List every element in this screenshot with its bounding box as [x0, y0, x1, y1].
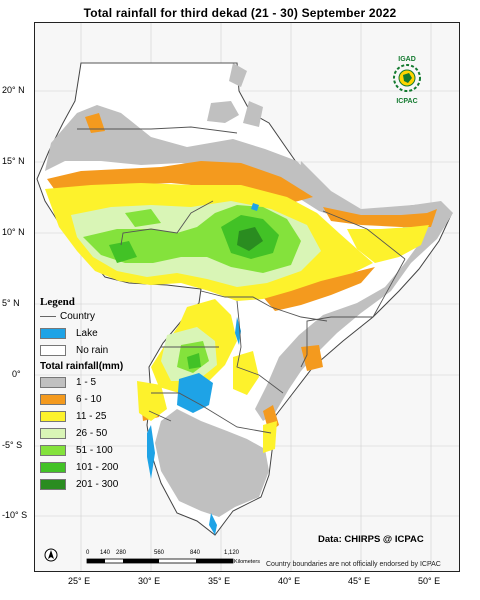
legend-no-rain: No rain — [40, 342, 190, 359]
class-swatch — [40, 428, 66, 439]
lat-label-20n: 20° N — [2, 85, 25, 95]
lon-label-30e: 30° E — [138, 576, 161, 586]
scale-unit: Kilometers — [234, 559, 260, 565]
lat-label-5n: 5° N — [2, 298, 20, 308]
disclaimer: Country boundaries are not officially en… — [266, 561, 441, 568]
legend-class: 26 - 50 — [40, 425, 190, 442]
scale-tick-label: 0 — [86, 550, 90, 556]
class-swatch — [40, 479, 66, 490]
legend-class-label: 11 - 25 — [76, 411, 107, 422]
legend-title: Legend — [40, 296, 75, 308]
lon-label-35e: 35° E — [208, 576, 231, 586]
lon-label-45e: 45° E — [348, 576, 371, 586]
igad-emblem-icon — [393, 64, 421, 92]
legend-class: 51 - 100 — [40, 442, 190, 459]
legend: Legend Country Lake No rain Total rainfa… — [40, 296, 190, 493]
map-frame — [34, 22, 460, 572]
data-credit: Data: CHIRPS @ ICPAC — [318, 534, 424, 545]
lat-label-10n: 10° N — [2, 227, 25, 237]
legend-class-label: 26 - 50 — [76, 428, 108, 439]
legend-rain-title: Total rainfall(mm) — [40, 361, 124, 372]
scale-tick-label: 560 — [154, 550, 165, 556]
legend-no-rain-label: No rain — [76, 345, 109, 356]
legend-class: 101 - 200 — [40, 459, 190, 476]
scale-tick-label: 1,120 — [224, 550, 240, 556]
lat-label-10s: -10° S — [2, 510, 28, 520]
scale-bar-graphic — [86, 558, 234, 564]
legend-class: 11 - 25 — [40, 408, 190, 425]
legend-class-label: 6 - 10 — [76, 394, 102, 405]
scale-tick-label: 140 — [100, 550, 111, 556]
class-swatch — [40, 377, 66, 388]
class-swatch — [40, 445, 66, 456]
logo-top-text: IGAD — [398, 56, 416, 63]
icpac-logo: IGAD ICPAC — [382, 56, 432, 110]
lat-label-0: 0° — [12, 369, 21, 379]
legend-class: 1 - 5 — [40, 374, 190, 391]
north-arrow-icon — [44, 548, 58, 562]
legend-class-label: 201 - 300 — [76, 479, 119, 490]
logo-bottom-text: ICPAC — [396, 98, 418, 105]
class-swatch — [40, 411, 66, 422]
lon-label-50e: 50° E — [418, 576, 441, 586]
class-swatch — [40, 394, 66, 405]
scale-tick-label: 280 — [116, 550, 127, 556]
lat-label-15n: 15° N — [2, 156, 25, 166]
country-line-icon — [40, 316, 56, 317]
map-title: Total rainfall for third dekad (21 - 30)… — [83, 6, 397, 20]
lat-label-5s: -5° S — [2, 440, 23, 450]
legend-class-label: 51 - 100 — [76, 445, 113, 456]
scale-tick-label: 840 — [190, 550, 201, 556]
legend-class-label: 101 - 200 — [76, 462, 119, 473]
rainfall-map — [35, 23, 459, 571]
legend-lake: Lake — [40, 325, 190, 342]
legend-class-label: 1 - 5 — [76, 377, 97, 388]
lake-swatch — [40, 328, 66, 339]
lon-label-40e: 40° E — [278, 576, 301, 586]
legend-country-label: Country — [60, 311, 96, 322]
class-swatch — [40, 462, 66, 473]
legend-class: 201 - 300 — [40, 476, 190, 493]
lon-label-25e: 25° E — [68, 576, 91, 586]
legend-class: 6 - 10 — [40, 391, 190, 408]
legend-country: Country — [40, 308, 190, 325]
legend-lake-label: Lake — [76, 328, 98, 339]
no-rain-swatch — [40, 345, 66, 356]
